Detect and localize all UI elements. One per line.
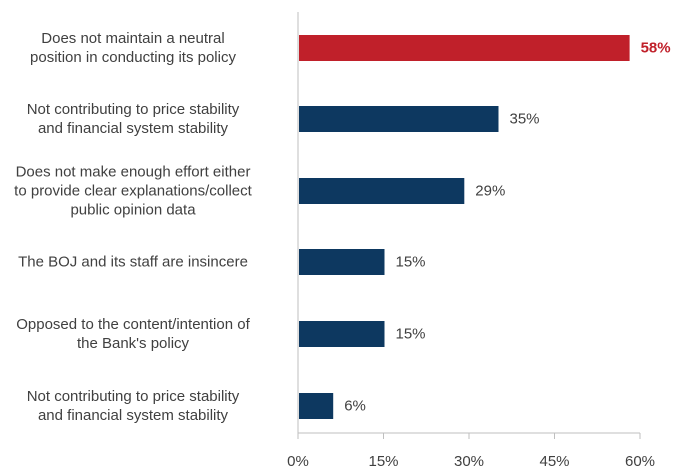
- x-tick-label: 0%: [287, 453, 309, 470]
- x-tick-label: 60%: [624, 453, 656, 470]
- bar-value-label: 15%: [395, 253, 426, 271]
- bar: [299, 178, 465, 204]
- bar: [299, 106, 499, 132]
- bar-value-label: 35%: [509, 110, 540, 128]
- bar-value-label: 15%: [395, 325, 426, 343]
- category-label: The BOJ and its staff are insincere: [18, 253, 248, 271]
- category-label: Opposed to the content/intention of the …: [16, 316, 250, 352]
- bar-value-label: 6%: [344, 397, 366, 415]
- x-tick-label: 15%: [368, 453, 399, 470]
- bar-value-label: 58%: [640, 39, 671, 57]
- x-tick-label: 45%: [539, 453, 570, 470]
- bar: [299, 393, 334, 419]
- bar: [299, 35, 630, 61]
- category-label: Not contributing to price stability and …: [26, 388, 240, 424]
- category-label: Does not maintain a neutral position in …: [30, 30, 236, 66]
- category-label: Does not make enough effort either to pr…: [14, 163, 252, 219]
- bar-value-label: 29%: [475, 182, 506, 200]
- bar: [299, 321, 385, 347]
- bar: [299, 249, 385, 275]
- x-tick-label: 30%: [453, 453, 485, 470]
- category-label: Not contributing to price stability and …: [26, 101, 240, 137]
